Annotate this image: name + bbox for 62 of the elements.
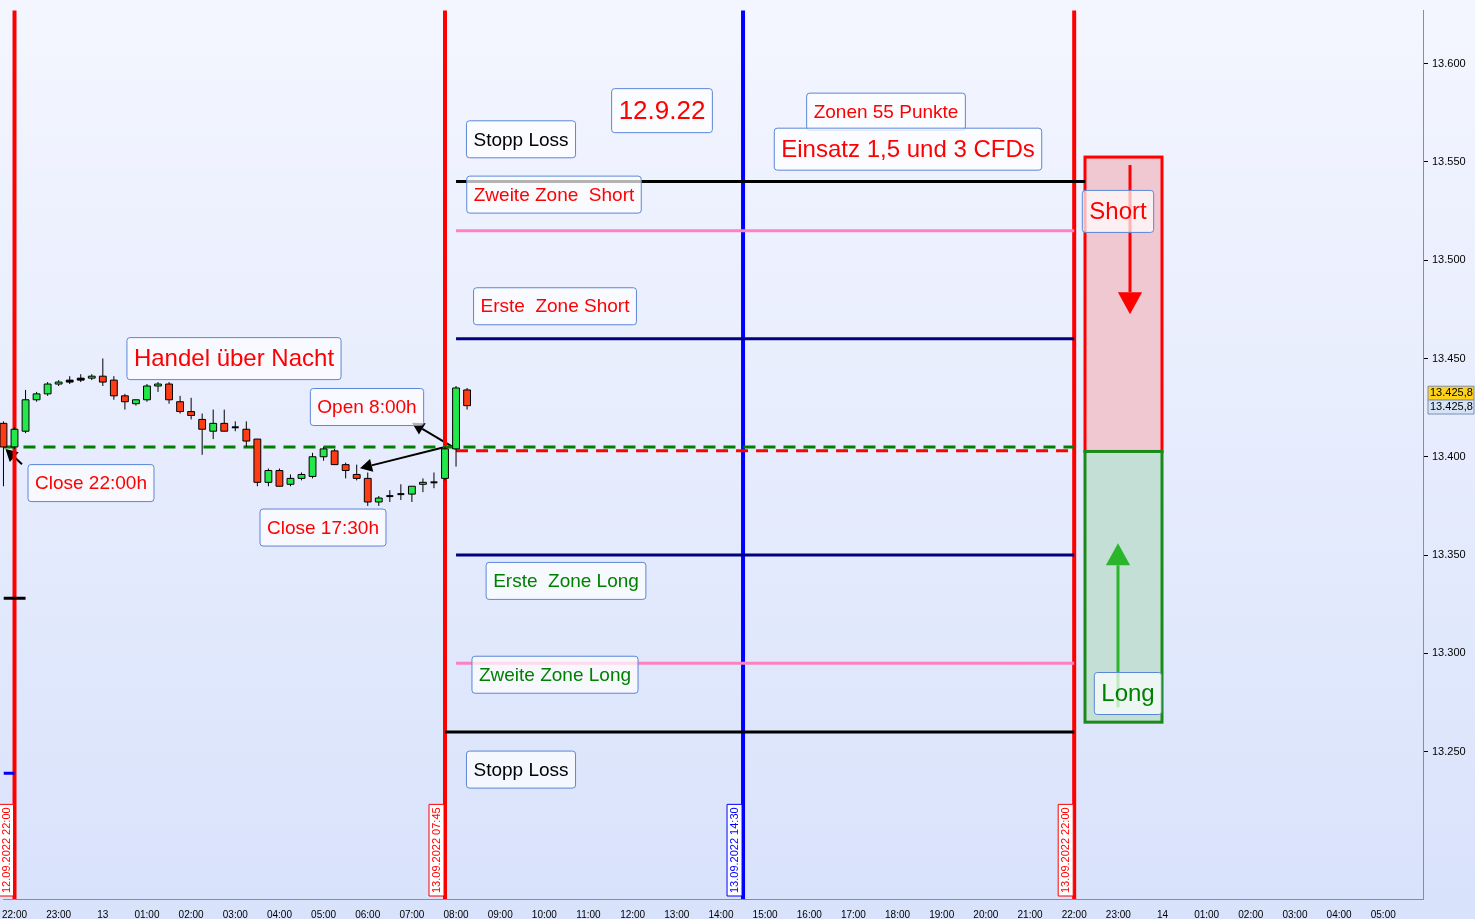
annotation: Zweite Zone Short bbox=[473, 183, 635, 205]
y-tick-label: 13.500 bbox=[1432, 253, 1466, 266]
x-tick-label: 21:00 bbox=[1017, 908, 1043, 919]
x-tick-label: 14 bbox=[1156, 908, 1169, 919]
annotation: Handel über Nacht bbox=[133, 344, 335, 372]
annotation: Zweite Zone Long bbox=[478, 663, 632, 685]
x-tick-label: 19:00 bbox=[929, 908, 955, 919]
x-tick-label: 02:00 bbox=[178, 908, 205, 919]
x-tick-label: 09:00 bbox=[487, 908, 514, 919]
ref-line-label: 12.09.2022 22:00 bbox=[0, 807, 12, 893]
x-tick-label: 01:00 bbox=[1194, 908, 1220, 919]
y-tick-label: 13.250 bbox=[1432, 744, 1466, 757]
annotation: Open 8:00h bbox=[317, 396, 417, 418]
x-tick-label: 02:00 bbox=[1238, 908, 1264, 919]
ref-line-label: 13.09.2022 22:00 bbox=[1059, 807, 1072, 893]
annotation: Close 17:30h bbox=[267, 516, 379, 538]
x-tick-label: 04:00 bbox=[266, 908, 293, 919]
x-tick-label: 16:00 bbox=[796, 908, 823, 919]
y-tick-label: 13.350 bbox=[1432, 548, 1466, 561]
x-tick-label: 07:00 bbox=[399, 908, 425, 919]
x-tick-label: 17:00 bbox=[840, 908, 867, 919]
x-tick-label: 03:00 bbox=[222, 908, 249, 919]
annotation: Erste Zone Long bbox=[493, 570, 639, 592]
x-tick-label: 05:00 bbox=[1370, 908, 1397, 919]
x-tick-label: 13 bbox=[97, 908, 109, 919]
y-tick-label: 13.300 bbox=[1432, 646, 1466, 659]
x-tick-label: 05:00 bbox=[311, 908, 337, 919]
annotation: Zonen 55 Punkte bbox=[813, 100, 959, 122]
candlestick bbox=[396, 483, 406, 501]
x-tick-label: 12:00 bbox=[620, 908, 646, 919]
y-tick-label: 13.450 bbox=[1432, 351, 1466, 364]
x-tick-label: 18:00 bbox=[885, 908, 911, 919]
x-tick-label: 04:00 bbox=[1326, 908, 1353, 919]
annotation: Close 22:00h bbox=[35, 472, 147, 494]
x-tick-label: 10:00 bbox=[531, 908, 558, 919]
annotation: Short bbox=[1089, 197, 1148, 225]
text: 13.425,8 bbox=[1430, 386, 1473, 399]
x-tick-label: 22:00 bbox=[1061, 908, 1088, 919]
x-tick-label: 08:00 bbox=[443, 908, 469, 919]
x-tick-label: 14:00 bbox=[708, 908, 734, 919]
annotation: Erste Zone Short bbox=[480, 295, 631, 317]
text: 13.425,8 bbox=[1430, 400, 1473, 413]
x-tick-label: 13:00 bbox=[664, 908, 690, 919]
annotation: Stopp Loss bbox=[473, 758, 569, 780]
annotation: Einsatz 1,5 und 3 CFDs bbox=[781, 134, 1035, 162]
x-tick-label: 15:00 bbox=[752, 908, 779, 919]
ref-line-label: 13.09.2022 07:45 bbox=[430, 807, 443, 893]
annotation: Stopp Loss bbox=[473, 128, 569, 150]
annotation: Long bbox=[1101, 679, 1155, 707]
x-tick-label: 06:00 bbox=[355, 908, 381, 919]
annotation: 12.9.22 bbox=[618, 94, 706, 125]
x-tick-label: 23:00 bbox=[1105, 908, 1132, 919]
x-tick-label: 03:00 bbox=[1282, 908, 1308, 919]
x-tick-label: 20:00 bbox=[973, 908, 999, 919]
ref-line-label: 13.09.2022 14:30 bbox=[728, 807, 741, 893]
x-tick-label: 01:00 bbox=[134, 908, 160, 919]
y-tick-label: 13.600 bbox=[1432, 56, 1466, 69]
x-tick-label: 23:00 bbox=[46, 908, 72, 919]
x-tick-label: 11:00 bbox=[576, 908, 602, 919]
y-tick-label: 13.550 bbox=[1432, 154, 1466, 167]
x-tick-label: 22:00 bbox=[2, 908, 28, 919]
y-tick-label: 13.400 bbox=[1432, 449, 1466, 462]
